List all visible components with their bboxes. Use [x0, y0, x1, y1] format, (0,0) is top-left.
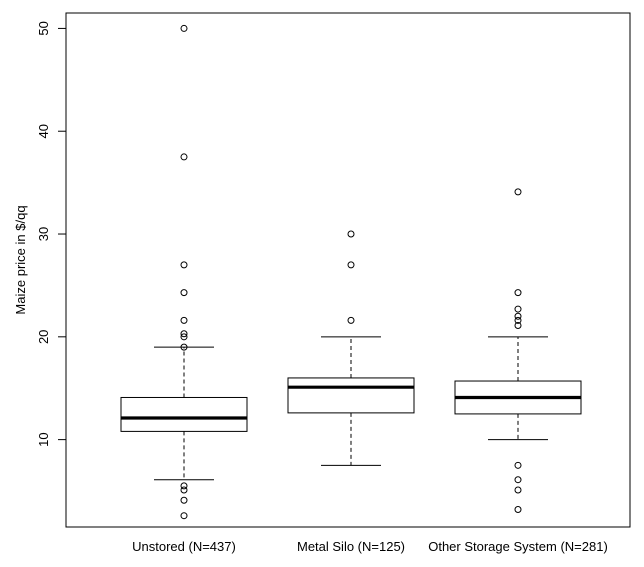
plot-frame: [65, 12, 631, 528]
outlier-point: [180, 261, 188, 269]
y-tick-label: 50: [36, 21, 51, 35]
box-group: [120, 24, 248, 520]
outlier-point: [347, 316, 355, 324]
category-label: Metal Silo (N=125): [297, 539, 405, 554]
outlier-point: [514, 476, 522, 484]
boxes-layer: [120, 24, 582, 520]
outlier-point: [180, 496, 188, 504]
outlier-point: [180, 316, 188, 324]
iqr-box: [287, 377, 415, 414]
y-tick-label: 10: [36, 432, 51, 446]
outlier-point: [180, 482, 188, 490]
iqr-box: [120, 396, 248, 432]
outlier-point: [180, 153, 188, 161]
y-tick-label: 30: [36, 227, 51, 241]
outlier-point: [180, 24, 188, 32]
outlier-point: [180, 289, 188, 297]
outlier-point: [514, 289, 522, 297]
category-label: Other Storage System (N=281): [428, 539, 608, 554]
outlier-point: [180, 512, 188, 520]
category-label: Unstored (N=437): [132, 539, 236, 554]
outlier-point: [514, 316, 522, 324]
outlier-point: [180, 486, 188, 494]
outlier-point: [514, 322, 522, 330]
box-group: [287, 230, 415, 466]
outlier-point: [514, 506, 522, 514]
outlier-point: [180, 330, 188, 338]
category-labels-layer: Unstored (N=437) Metal Silo (N=125) Other …: [132, 539, 608, 554]
y-tick-label: 40: [36, 124, 51, 138]
outlier-point: [180, 343, 188, 351]
y-axis: 10 20 30 40 50: [36, 21, 67, 447]
outlier-point: [514, 188, 522, 196]
outlier-point: [514, 312, 522, 320]
outlier-point: [514, 305, 522, 313]
outlier-point: [514, 461, 522, 469]
outlier-point: [347, 230, 355, 238]
y-tick-label: 20: [36, 330, 51, 344]
plot-frame-layer: [65, 12, 631, 528]
outlier-point: [514, 486, 522, 494]
outlier-point: [180, 333, 188, 341]
outlier-point: [347, 261, 355, 269]
box-group: [454, 188, 582, 514]
y-axis-label: Maize price in $/qq: [13, 205, 28, 314]
